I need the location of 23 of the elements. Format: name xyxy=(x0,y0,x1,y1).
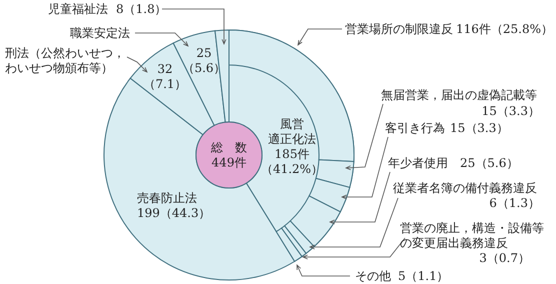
slice-label: 職業安定法 xyxy=(70,26,130,40)
slice-label: 客引き行為 xyxy=(385,121,445,135)
data-label: 15（3.3） xyxy=(450,121,508,135)
slice-label: 売春防止法 xyxy=(137,191,197,205)
slice-label: 風営適正化法 xyxy=(268,117,316,146)
data-label: 8（1.8） xyxy=(116,2,167,16)
slice-label: 刑法（公然わいせつ，わいせつ物頒布等） xyxy=(5,46,125,75)
slice-label: 年少者使用 xyxy=(388,156,448,170)
data-label: 199（44.3） xyxy=(137,206,211,220)
data-label: 3（0.7） xyxy=(479,251,530,265)
slice-label: 無届営業，届出の虚偽記載等 xyxy=(381,88,537,102)
data-label: 116件（25.8%） xyxy=(456,22,553,36)
text: 総 数 449件 xyxy=(210,140,247,170)
slice-label: 従業者名簿の備付義務違反 xyxy=(393,181,537,195)
slice-label: 営業の廃止，構造・設備等の変更届出義務違反 xyxy=(400,221,544,250)
slice-label: 児童福祉法 xyxy=(48,2,108,16)
data-label: 6（1.3） xyxy=(489,196,540,210)
data-label: 25（5.6） xyxy=(460,156,518,170)
data-label: 15（3.3） xyxy=(482,104,540,118)
data-label: 185件（41.2%） xyxy=(260,147,324,176)
data-label: 5（1.1） xyxy=(398,269,449,283)
slice-label: その他 xyxy=(355,269,391,283)
slice-label: 営業場所の制限違反 xyxy=(345,22,453,36)
